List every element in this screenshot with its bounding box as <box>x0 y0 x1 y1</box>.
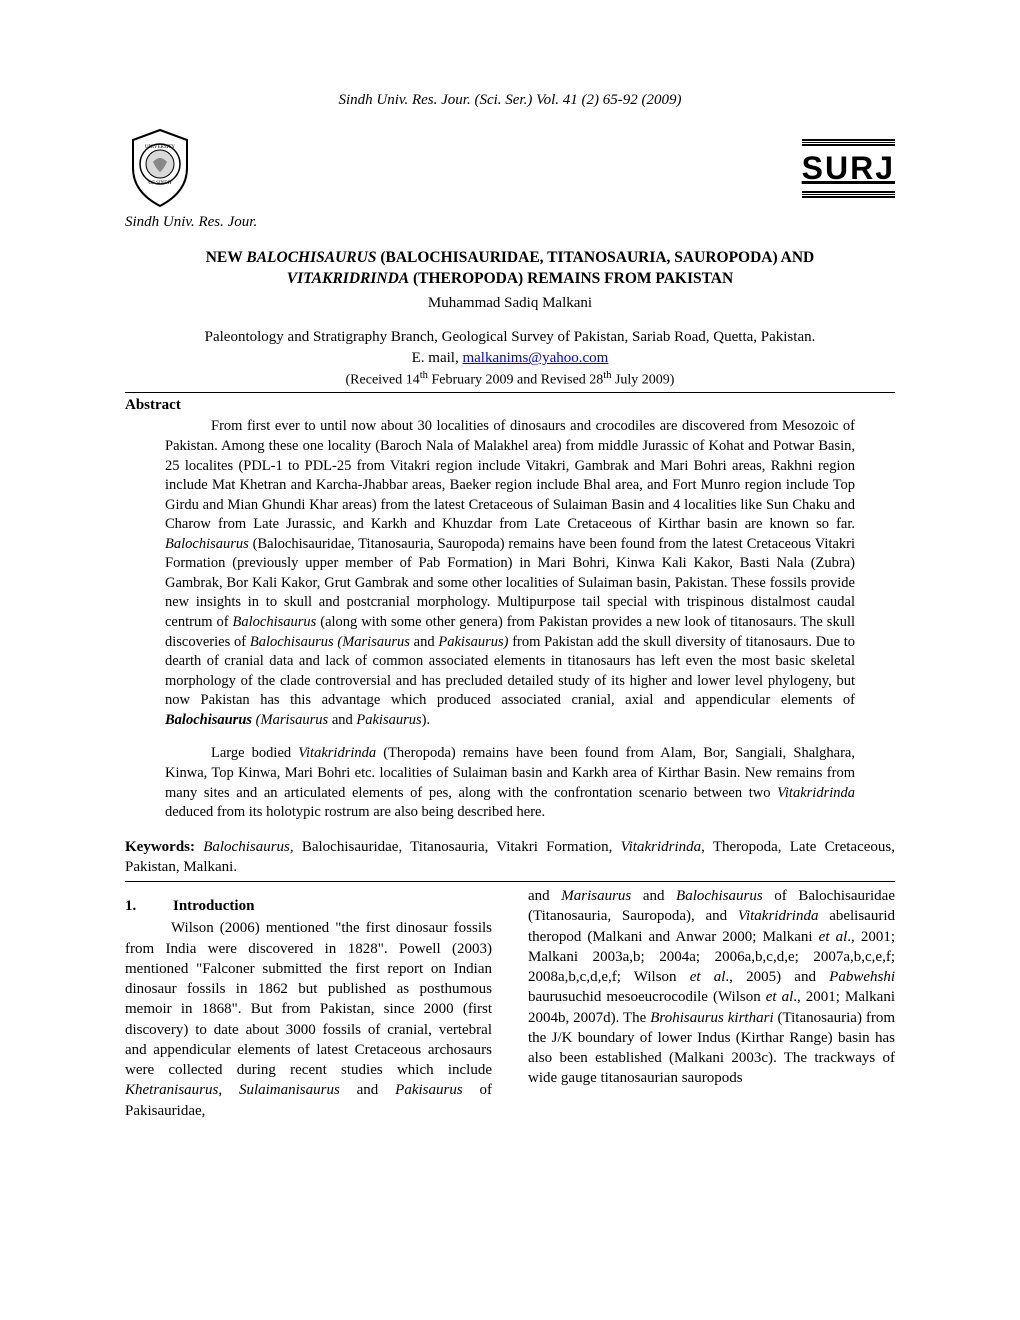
author-name: Muhammad Sadiq Malkani <box>125 293 895 313</box>
body-genus: Pabwehshi <box>829 969 895 985</box>
title-genus: VITAKRIDRINDA <box>287 270 409 287</box>
received-part: (Received 14 <box>346 372 420 387</box>
body-genus: Khetranisaurus <box>125 1082 218 1098</box>
body-paragraph: Wilson (2006) mentioned "the first dinos… <box>125 918 492 1121</box>
body-text: baurusuchid mesoeucrocodile (Wilson <box>528 989 766 1005</box>
title-part: (BALOCHISAURIDAE, TITANOSAURIA, SAUROPOD… <box>376 249 814 266</box>
body-genus: Balochisaurus <box>676 888 763 904</box>
abstract-text: and <box>328 712 356 728</box>
body-text: ., 2005) and <box>725 969 829 985</box>
affiliation: Paleontology and Stratigraphy Branch, Ge… <box>125 327 895 347</box>
body-genus: Marisaurus <box>561 888 631 904</box>
abstract-genus: Pakisaurus <box>356 712 421 728</box>
email-line: E. mail, malkanims@yahoo.com <box>125 348 895 368</box>
abstract-text: and <box>410 634 438 650</box>
paper-title: NEW BALOCHISAURUS (BALOCHISAURIDAE, TITA… <box>125 247 895 290</box>
received-part: February 2009 and Revised 28 <box>428 372 603 387</box>
keywords-label: Keywords: <box>125 839 203 855</box>
keyword-italic: Balochisaurus, <box>203 839 293 855</box>
body-text: and <box>528 888 561 904</box>
body-genus: Sulaimanisaurus <box>239 1082 340 1098</box>
journal-subtitle: Sindh Univ. Res. Jour. <box>125 212 895 232</box>
abstract-text: ). <box>422 712 430 728</box>
title-part: (THEROPODA) REMAINS FROM PAKISTAN <box>409 270 733 287</box>
body-text: , <box>218 1082 239 1098</box>
abstract-heading: Abstract <box>125 395 895 415</box>
abstract-text: deduced from its holotypic rostrum are a… <box>165 804 545 820</box>
header-row: UNIVERSITY OF SINDH SURJ <box>125 128 895 208</box>
abstract-genus: Pakisaurus) <box>438 634 508 650</box>
logo-column: UNIVERSITY OF SINDH <box>125 128 195 208</box>
received-part: July 2009) <box>611 372 674 387</box>
column-left: 1.Introduction Wilson (2006) mentioned "… <box>125 886 492 1121</box>
body-paragraph: and Marisaurus and Balochisaurus of Balo… <box>528 886 895 1089</box>
abstract-paragraph-1: From first ever to until now about 30 lo… <box>165 417 855 730</box>
column-right: and Marisaurus and Balochisaurus of Balo… <box>528 886 895 1121</box>
title-part: NEW <box>206 249 247 266</box>
two-column-body: 1.Introduction Wilson (2006) mentioned "… <box>125 886 895 1121</box>
keyword-italic: Vitakridrinda <box>621 839 702 855</box>
abstract-genus: Balochisaurus <box>165 536 249 552</box>
abstract-genus: Balochisaurus <box>233 614 317 630</box>
divider <box>125 881 895 882</box>
body-text: and <box>631 888 676 904</box>
abstract-text: From first ever to until now about 30 lo… <box>165 418 855 532</box>
abstract-genus-bold: Balochisaurus <box>165 712 252 728</box>
section-title: Introduction <box>173 898 254 914</box>
surj-text: SURJ <box>802 150 895 186</box>
email-link[interactable]: malkanims@yahoo.com <box>462 350 608 366</box>
svg-text:OF SINDH: OF SINDH <box>149 181 172 186</box>
keywords: Keywords: Balochisaurus, Balochisauridae… <box>125 837 895 878</box>
abstract-genus: Vitakridrinda <box>298 745 376 761</box>
body-genus: Brohisaurus kirthari <box>650 1010 773 1026</box>
email-prefix: E. mail, <box>412 350 463 366</box>
body-text: and <box>340 1082 395 1098</box>
abstract-genus: Vitakridrinda <box>777 785 855 801</box>
received-sup: th <box>420 370 428 381</box>
journal-header: Sindh Univ. Res. Jour. (Sci. Ser.) Vol. … <box>125 90 895 110</box>
abstract-text: Large bodied <box>211 745 298 761</box>
abstract-genus: (Marisaurus <box>252 712 328 728</box>
divider <box>125 392 895 393</box>
body-etal: et al <box>690 969 726 985</box>
received-dates: (Received 14th February 2009 and Revised… <box>125 369 895 391</box>
svg-text:UNIVERSITY: UNIVERSITY <box>145 145 175 150</box>
body-genus: Pakisaurus <box>395 1082 463 1098</box>
body-text: Wilson (2006) mentioned "the first dinos… <box>125 920 492 1078</box>
keyword-text: Balochisauridae, Titanosauria, Vitakri F… <box>294 839 621 855</box>
abstract-paragraph-2: Large bodied Vitakridrinda (Theropoda) r… <box>165 744 855 822</box>
body-etal: et al <box>766 989 794 1005</box>
body-genus: Vitakridrinda <box>738 908 819 924</box>
abstract-genus: Balochisaurus (Marisaurus <box>250 634 410 650</box>
university-seal-icon: UNIVERSITY OF SINDH <box>125 128 195 208</box>
surj-logo: SURJ <box>802 139 895 198</box>
section-heading: 1.Introduction <box>125 896 492 916</box>
body-etal: et al <box>819 929 848 945</box>
section-number: 1. <box>125 896 173 916</box>
title-genus: BALOCHISAURUS <box>246 249 376 266</box>
